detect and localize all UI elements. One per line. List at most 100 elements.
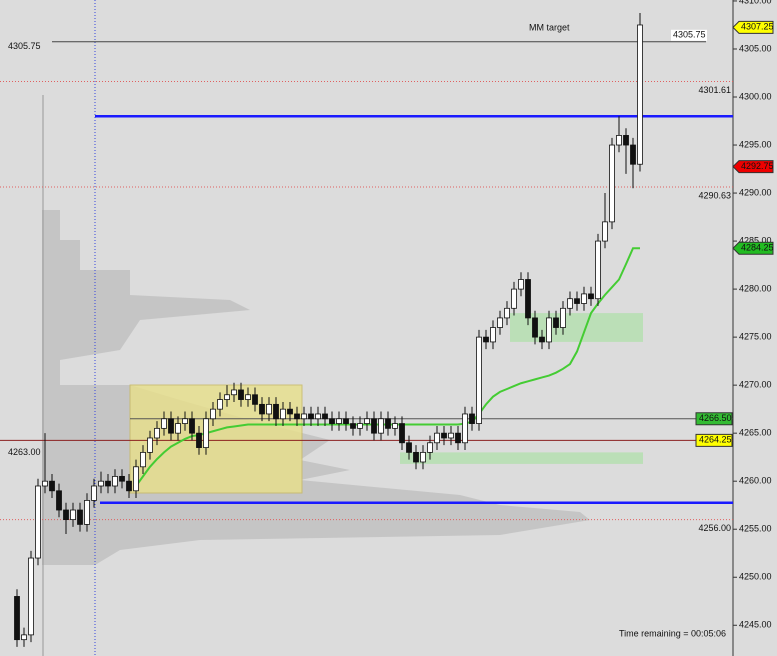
level-box [671, 29, 707, 41]
candle-body [77, 509, 83, 525]
y-tick-label: 4255.00 [739, 524, 772, 534]
y-tick-label: 4265.00 [739, 428, 772, 438]
candle-body [70, 509, 76, 521]
candle-body [238, 389, 244, 400]
y-tick-label: 4280.00 [739, 283, 772, 293]
candle-body [476, 336, 482, 424]
candle-body [224, 394, 230, 400]
level-label: 4263.00 [8, 447, 41, 457]
candle-body [63, 509, 69, 521]
candle-body [630, 144, 636, 165]
candle-body [252, 394, 258, 405]
candle-body [448, 432, 454, 439]
level-label: 4290.63 [698, 190, 731, 200]
price-tag-label: 4284.25 [741, 243, 774, 253]
candle-body [259, 403, 265, 415]
y-tick-label: 4275.00 [739, 331, 772, 341]
y-tick-label: 4250.00 [739, 572, 772, 582]
candle-body [588, 293, 594, 300]
candle-body [287, 408, 293, 415]
y-tick-label: 4270.00 [739, 380, 772, 390]
candle-body [434, 432, 440, 444]
candle-body [637, 24, 643, 165]
candle-body [91, 485, 97, 501]
candle-body [581, 293, 587, 304]
candle-body [357, 423, 363, 429]
candle-body [35, 485, 41, 559]
y-tick-label: 4260.00 [739, 476, 772, 486]
candle-body [427, 442, 433, 453]
candle-body [98, 480, 104, 487]
level-label: 4301.61 [698, 85, 731, 95]
candle-body [14, 596, 20, 641]
candle-body [28, 557, 34, 636]
candle-body [231, 389, 237, 396]
candle-body [504, 307, 510, 319]
candle-body [42, 480, 48, 487]
level-label: 4266.50 [699, 413, 732, 423]
price-tag-label: 4307.25 [741, 22, 774, 32]
candle-body [371, 418, 377, 434]
candle-body [315, 413, 321, 420]
candle-body [126, 480, 132, 492]
candle-body [553, 317, 559, 328]
candle-body [378, 418, 384, 434]
candle-body [392, 423, 398, 429]
level-label: 4264.25 [699, 435, 732, 445]
candle-body [294, 413, 300, 420]
candle-body [56, 490, 62, 511]
candle-body [455, 432, 461, 444]
level-label: 4305.75 [8, 41, 41, 51]
candle-body [175, 423, 181, 434]
candle-body [469, 413, 475, 424]
candle-body [301, 413, 307, 420]
candle-body [133, 466, 139, 492]
candle-body [119, 475, 125, 482]
candle-body [602, 221, 608, 242]
candle-body [105, 480, 111, 487]
price-tag [732, 241, 774, 255]
price-tag [732, 160, 774, 174]
candle-body [343, 418, 349, 424]
level-box [695, 433, 733, 447]
candle-body [616, 135, 622, 146]
y-tick-label: 4245.00 [739, 620, 772, 630]
candle-body [525, 279, 531, 319]
level-label: 4305.75 [673, 30, 706, 40]
candle-body [140, 451, 146, 468]
candle-body [154, 427, 160, 439]
candle-body [385, 418, 391, 429]
candle-body [546, 317, 552, 343]
price-tag [732, 20, 774, 34]
candle-body [623, 135, 629, 146]
candle-body [413, 451, 419, 463]
candle-body [189, 418, 195, 434]
candle-body [322, 413, 328, 420]
candle-body [483, 336, 489, 343]
candle-body [420, 451, 426, 463]
candle-body [406, 442, 412, 453]
y-tick-label: 4285.00 [739, 235, 772, 245]
candle-body [168, 418, 174, 434]
candle-body [399, 423, 405, 444]
candle-body [532, 317, 538, 338]
candle-body [350, 423, 356, 429]
candle-body [497, 317, 503, 328]
candle-body [273, 403, 279, 420]
candle-body [336, 418, 342, 424]
candle-body [518, 279, 524, 290]
zone [400, 452, 643, 464]
price-tag-label: 4292.75 [741, 161, 774, 171]
candle-body [609, 144, 615, 223]
candle-body [595, 240, 601, 300]
candle-body [84, 500, 90, 525]
candle-body [308, 413, 314, 420]
y-tick-label: 4305.00 [739, 43, 772, 53]
candle-body [49, 480, 55, 492]
candle-body [490, 327, 496, 343]
candle-body [329, 418, 335, 424]
level-label: 4256.00 [698, 523, 731, 533]
candle-body [112, 475, 118, 487]
